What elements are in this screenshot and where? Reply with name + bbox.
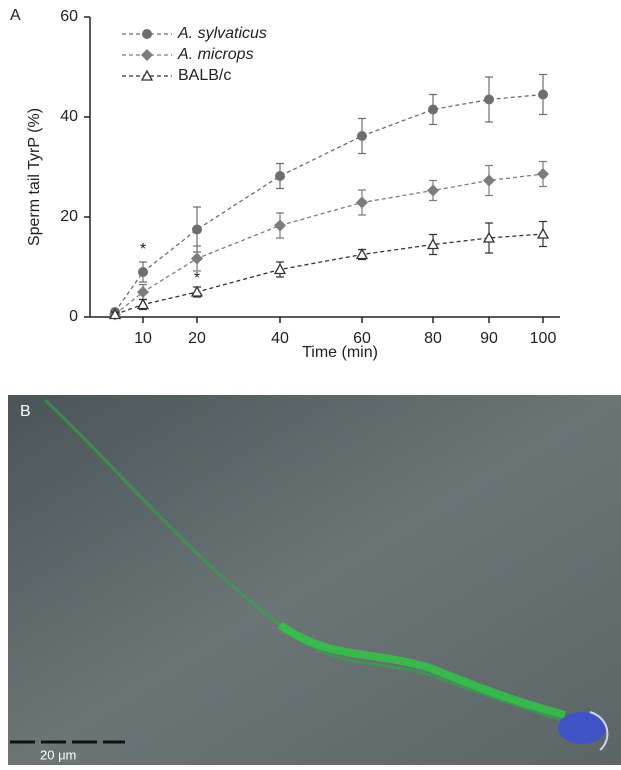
marker bbox=[355, 248, 369, 260]
marker bbox=[357, 131, 367, 141]
marker bbox=[482, 231, 496, 243]
sperm-tail bbox=[43, 398, 561, 722]
marker bbox=[427, 184, 439, 197]
x-axis-label: Time (min) bbox=[302, 344, 378, 361]
series-line bbox=[114, 233, 544, 316]
marker bbox=[192, 224, 202, 235]
marker bbox=[141, 49, 153, 61]
y-tick-label: 0 bbox=[69, 308, 78, 325]
marker bbox=[483, 174, 495, 187]
legend-label: BALB/c bbox=[178, 67, 231, 84]
x-tick-label: 60 bbox=[353, 330, 371, 347]
sperm-midpiece bbox=[277, 621, 567, 719]
legend-label: A. sylvaticus bbox=[177, 25, 267, 42]
marker bbox=[537, 168, 549, 180]
marker bbox=[273, 263, 287, 275]
marker bbox=[426, 238, 440, 250]
marker bbox=[190, 285, 204, 297]
marker bbox=[142, 29, 152, 39]
x-tick-label: 80 bbox=[424, 330, 442, 347]
x-tick-label: 10 bbox=[134, 330, 152, 347]
panel-label: B bbox=[20, 403, 31, 420]
sperm-head bbox=[558, 712, 606, 744]
y-tick-label: 40 bbox=[60, 108, 78, 125]
series-line bbox=[114, 93, 544, 313]
legend-label: A. microps bbox=[177, 46, 254, 63]
marker bbox=[137, 286, 149, 298]
marker bbox=[356, 196, 368, 209]
x-tick-label: 100 bbox=[530, 330, 557, 347]
marker bbox=[538, 89, 548, 100]
marker bbox=[108, 308, 122, 320]
y-tick-label: 60 bbox=[60, 8, 78, 25]
marker bbox=[484, 94, 494, 105]
marker bbox=[140, 69, 154, 81]
x-tick-label: 90 bbox=[480, 330, 498, 347]
marker bbox=[138, 267, 148, 277]
marker bbox=[275, 171, 285, 181]
y-tick-label: 20 bbox=[60, 208, 78, 225]
scale-bar-label: 20 μm bbox=[40, 747, 76, 762]
marker bbox=[274, 219, 286, 232]
annotation: * bbox=[140, 241, 146, 258]
marker bbox=[428, 104, 438, 115]
x-tick-label: 40 bbox=[271, 330, 289, 347]
x-tick-label: 20 bbox=[188, 330, 206, 347]
y-axis-label: Sperm tail TyrP (%) bbox=[26, 108, 43, 246]
marker bbox=[136, 298, 150, 310]
marker bbox=[191, 252, 203, 265]
marker bbox=[536, 227, 550, 239]
annotation: * bbox=[194, 270, 200, 287]
series-line bbox=[114, 173, 544, 316]
sperm-hook bbox=[589, 711, 609, 751]
panel-label: A bbox=[10, 7, 21, 24]
